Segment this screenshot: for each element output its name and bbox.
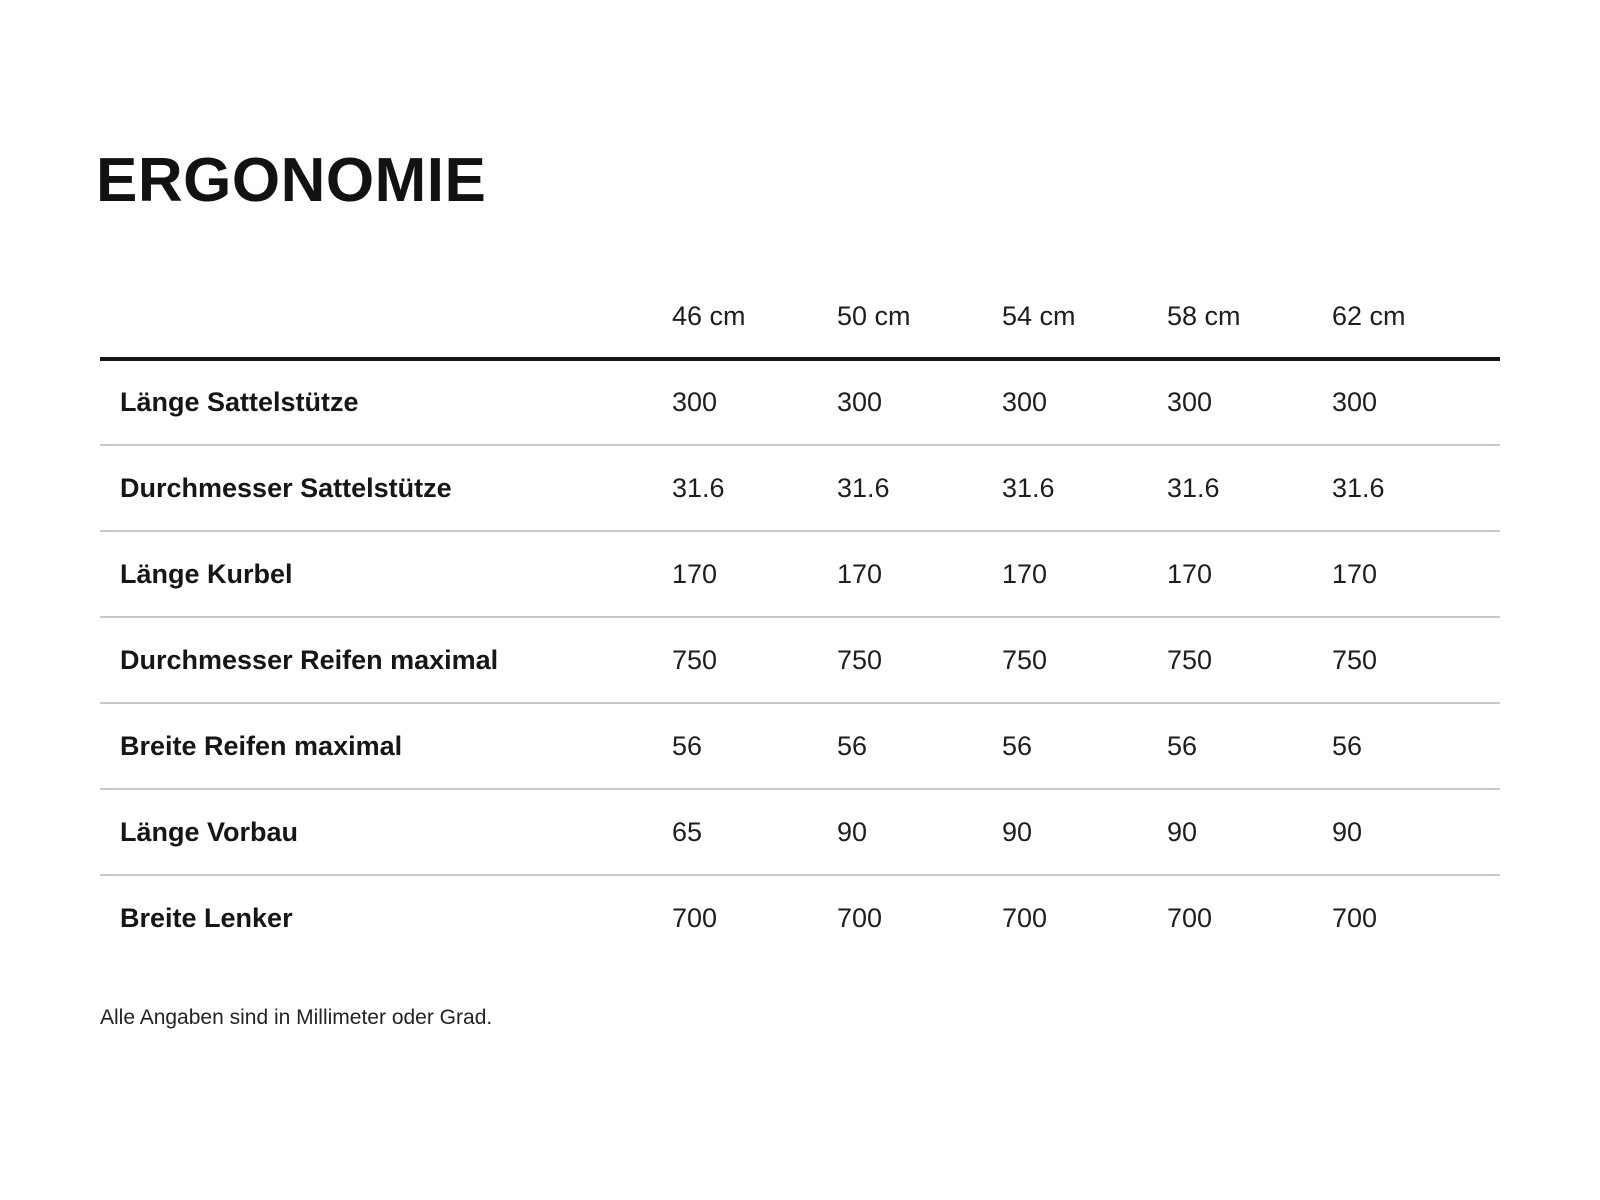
row-label: Länge Kurbel <box>120 558 293 589</box>
table-cell: 700 <box>1332 903 1378 933</box>
table-cell: 31.6 <box>672 472 725 503</box>
table-cell: 170 <box>672 558 718 589</box>
table-cell: 750 <box>1167 644 1213 675</box>
units-note: Alle Angaben sind in Millimeter oder Gra… <box>100 1006 493 1029</box>
table-cell: 56 <box>1332 730 1363 761</box>
row-label: Durchmesser Reifen maximal <box>120 644 499 675</box>
row-label: Breite Lenker <box>120 903 293 933</box>
row-label: Länge Vorbau <box>120 816 299 847</box>
table-row: Länge Kurbel 170 170 170 170 170 <box>100 531 1500 617</box>
column-header-46cm: 46 cm <box>672 276 837 361</box>
row-label: Durchmesser Sattelstütze <box>120 472 452 503</box>
table-cell: 31.6 <box>1002 472 1055 503</box>
column-header-62cm: 62 cm <box>1332 276 1500 361</box>
table-cell: 300 <box>1332 387 1378 417</box>
table-cell: 56 <box>1002 730 1033 761</box>
corner-cell <box>100 276 672 361</box>
table-row: Durchmesser Reifen maximal 750 750 750 7… <box>100 617 1500 703</box>
table-cell: 750 <box>837 644 883 675</box>
column-header-58cm: 58 cm <box>1167 276 1332 361</box>
table-cell: 700 <box>837 903 883 933</box>
table-row: Breite Lenker 700 700 700 700 700 <box>100 875 1500 961</box>
table-cell: 90 <box>1167 816 1198 847</box>
table-row: Durchmesser Sattelstütze 31.6 31.6 31.6 … <box>100 445 1500 531</box>
table-cell: 300 <box>1002 387 1048 417</box>
table-cell: 170 <box>1002 558 1048 589</box>
table-cell: 750 <box>1332 644 1378 675</box>
table-cell: 300 <box>837 387 883 417</box>
table-cell: 31.6 <box>837 472 890 503</box>
table-cell: 65 <box>672 816 703 847</box>
row-label: Breite Reifen maximal <box>120 730 403 761</box>
column-header-50cm: 50 cm <box>837 276 1002 361</box>
table-cell: 90 <box>837 816 868 847</box>
table-cell: 170 <box>837 558 883 589</box>
table-cell: 700 <box>1002 903 1048 933</box>
table-cell: 90 <box>1332 816 1363 847</box>
table-cell: 31.6 <box>1167 472 1220 503</box>
ergonomics-table: 46 cm 50 cm 54 cm 58 cm 62 cm Länge Satt… <box>100 276 1500 961</box>
table-cell: 170 <box>1167 558 1213 589</box>
table-cell: 700 <box>672 903 718 933</box>
table-body: Länge Sattelstütze 300 300 300 300 300 D… <box>100 359 1500 961</box>
header-row: 46 cm 50 cm 54 cm 58 cm 62 cm <box>100 276 1500 361</box>
row-label: Länge Sattelstütze <box>120 387 359 417</box>
table-cell: 56 <box>672 730 703 761</box>
page-title: ERGONOMIE <box>96 146 487 215</box>
table-row: Breite Reifen maximal 56 56 56 56 56 <box>100 703 1500 789</box>
table-cell: 750 <box>672 644 718 675</box>
table-cell: 56 <box>1167 730 1198 761</box>
table-cell: 300 <box>672 387 718 417</box>
table-cell: 700 <box>1167 903 1213 933</box>
table-cell: 750 <box>1002 644 1048 675</box>
column-header-54cm: 54 cm <box>1002 276 1167 361</box>
table-cell: 31.6 <box>1332 472 1385 503</box>
table-cell: 56 <box>837 730 868 761</box>
table-row: Länge Vorbau 65 90 90 90 90 <box>100 789 1500 875</box>
table-row: Länge Sattelstütze 300 300 300 300 300 <box>100 359 1500 445</box>
table-cell: 170 <box>1332 558 1378 589</box>
table-cell: 300 <box>1167 387 1213 417</box>
table-cell: 90 <box>1002 816 1033 847</box>
table-header: 46 cm 50 cm 54 cm 58 cm 62 cm <box>100 276 1500 361</box>
